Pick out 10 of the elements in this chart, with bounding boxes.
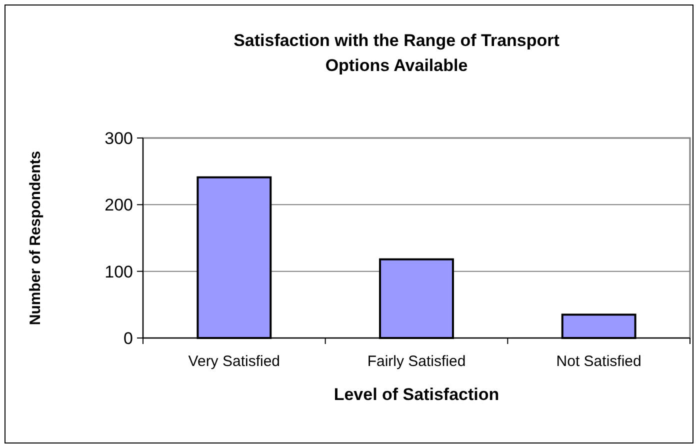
x-tick-label: Very Satisfied [188, 353, 280, 370]
y-tick-label: 100 [104, 262, 133, 282]
y-tick-label: 300 [104, 128, 133, 148]
y-tick-label: 0 [124, 328, 133, 348]
chart-title: Satisfaction with the Range of Transport Options Available [234, 31, 560, 75]
x-tick-label: Not Satisfied [556, 353, 642, 370]
y-tick-label: 200 [104, 196, 133, 215]
x-axis-title: Level of Satisfaction [334, 385, 500, 404]
x-tick-label: Fairly Satisfied [367, 353, 466, 370]
y-axis-title: Number of Respondents [27, 150, 44, 326]
